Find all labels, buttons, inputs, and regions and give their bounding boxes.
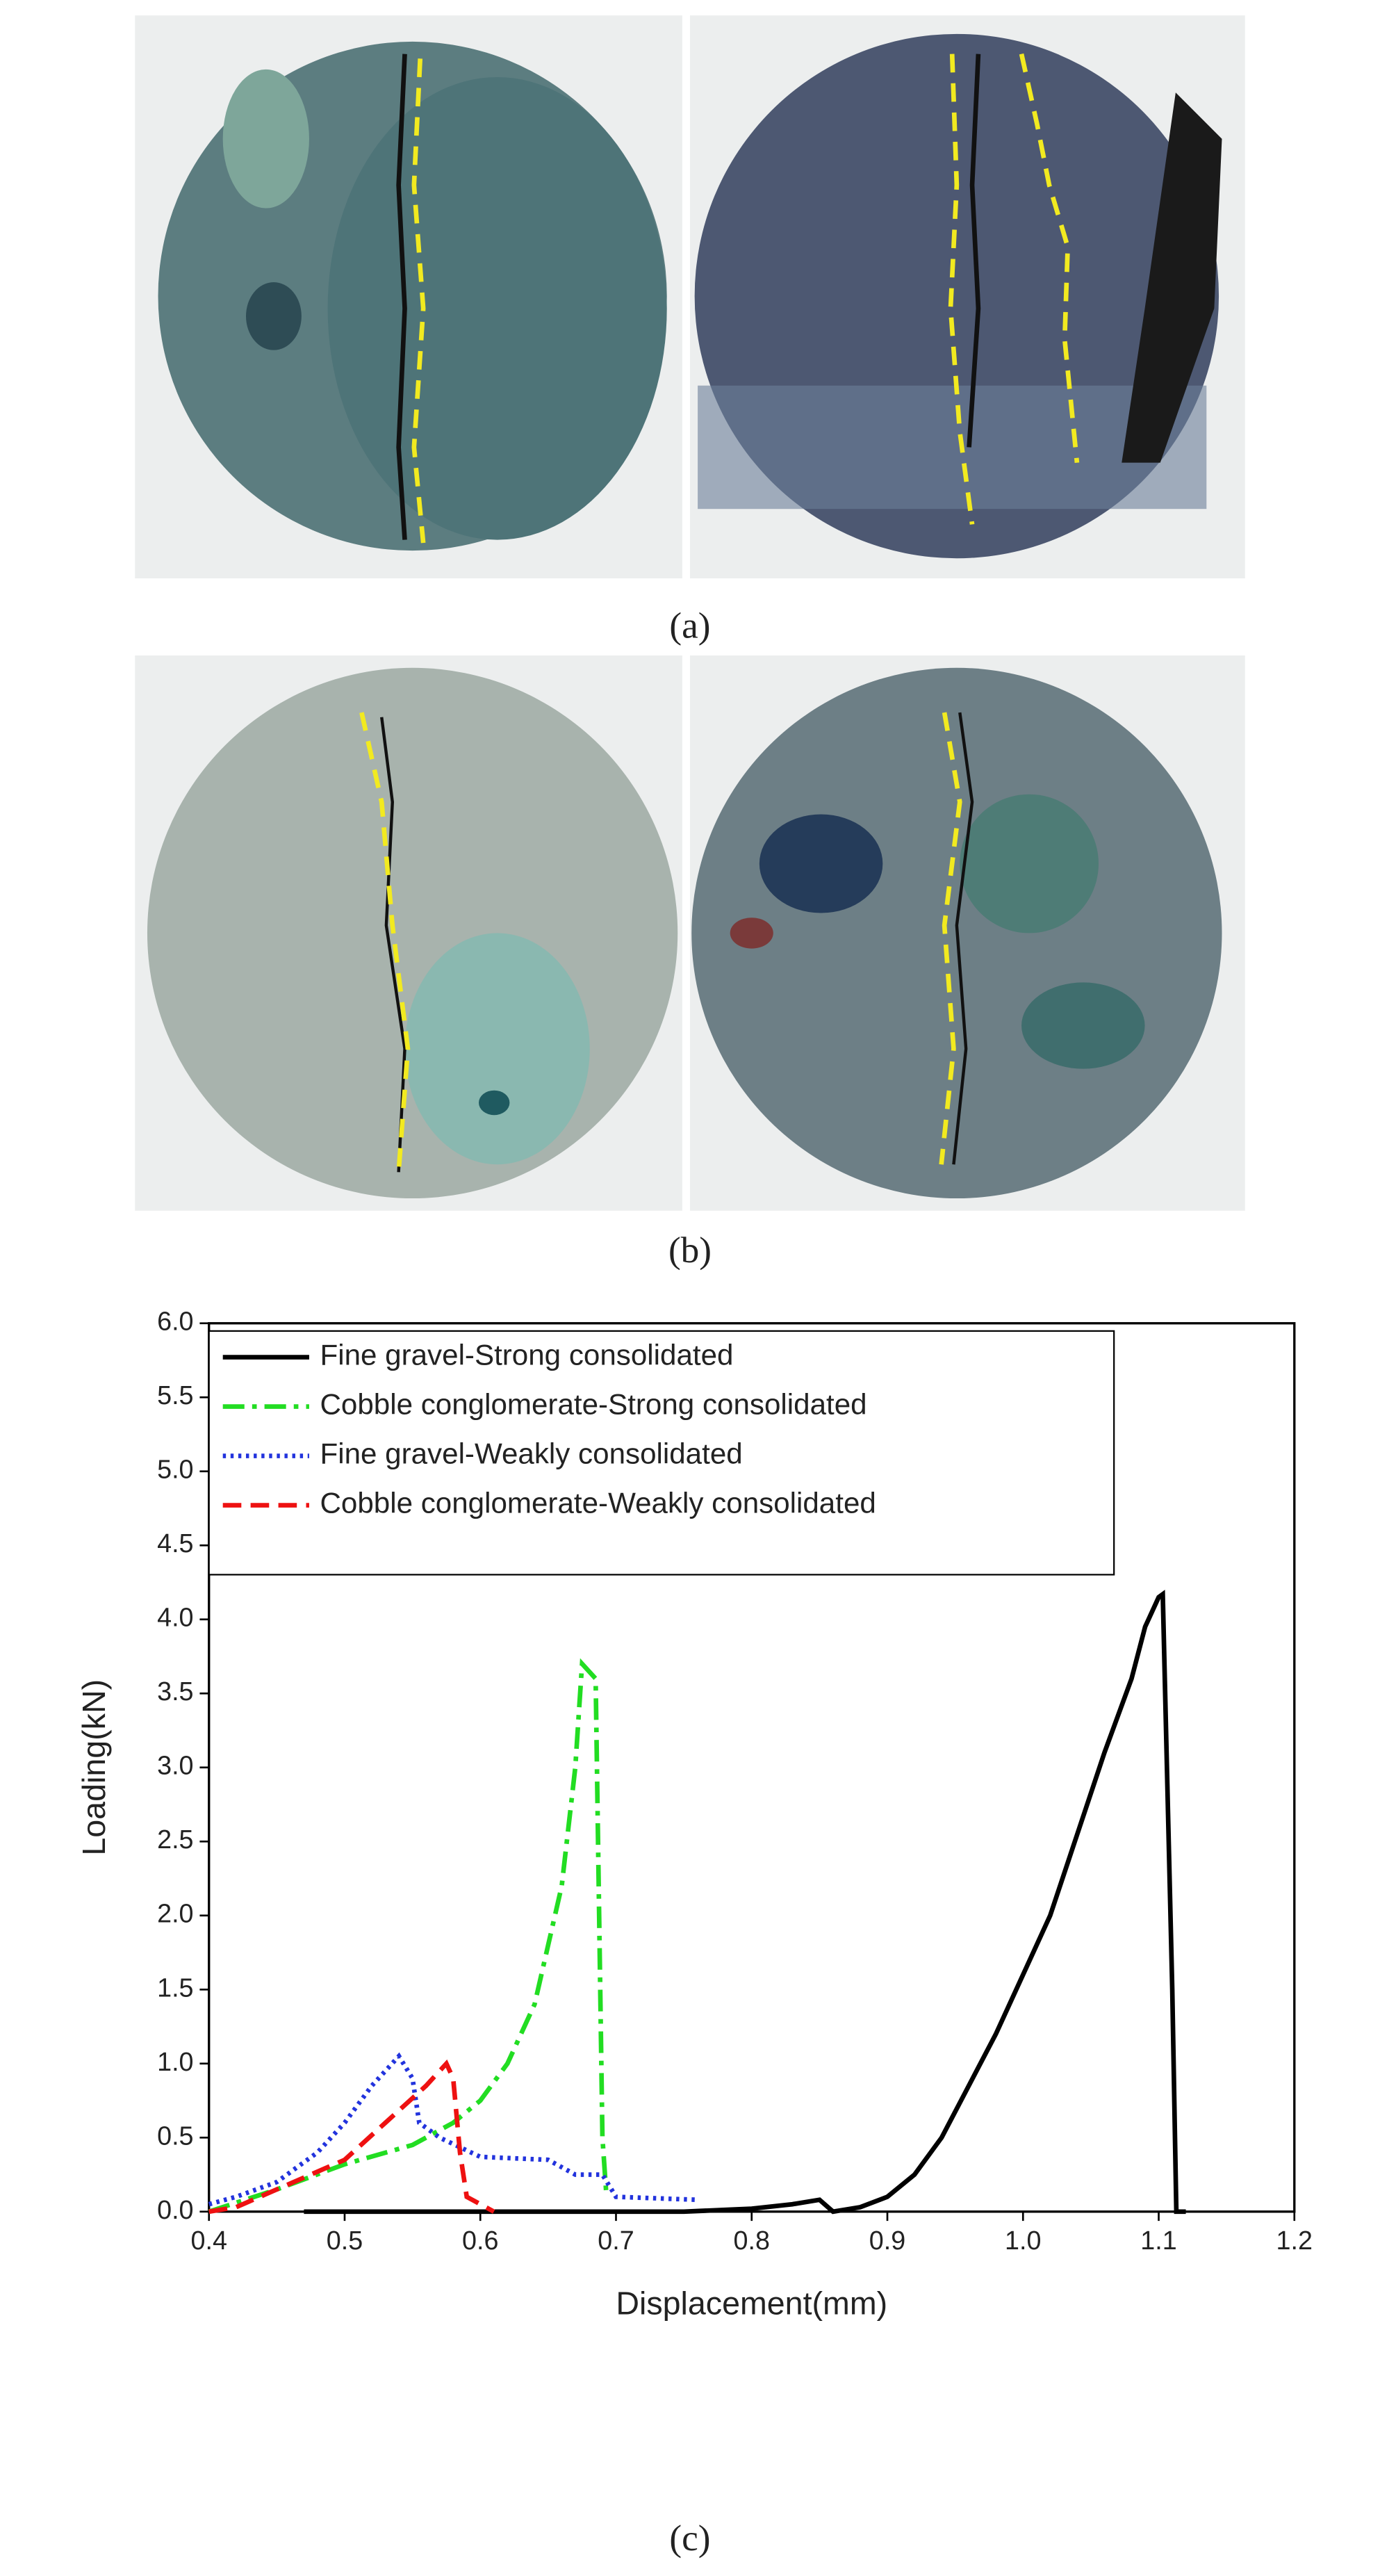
x-tick-label: 1.0 [1005,2226,1041,2255]
y-tick-label: 4.0 [157,1603,193,1632]
y-tick-label: 5.0 [157,1455,193,1484]
y-tick-label: 2.5 [157,1825,193,1854]
y-tick-label: 5.5 [157,1380,193,1410]
y-tick-label: 4.5 [157,1529,193,1558]
legend-label: Fine gravel-Weakly consolidated [320,1437,742,1470]
legend-label: Fine gravel-Strong consolidated [320,1339,733,1371]
y-axis-title: Loading(kN) [76,1679,112,1856]
panel-label: (b) [668,1230,712,1271]
x-tick-label: 0.4 [191,2226,227,2255]
photo-b [135,655,1245,1211]
series-line [304,1590,1186,2215]
legend-box [208,1330,1115,1576]
panel-label: (c) [669,2518,710,2559]
panel-label: (a) [669,605,710,646]
y-tick-label: 0.0 [157,2195,193,2224]
y-tick-label: 3.5 [157,1677,193,1706]
photo-a [135,15,1245,579]
y-tick-label: 2.0 [157,1899,193,1928]
legend-label: Cobble conglomerate-Weakly consolidated [320,1487,876,1519]
series-line [208,2052,698,2207]
y-tick-label: 6.0 [157,1307,193,1336]
series-line [208,1658,609,2214]
x-tick-label: 0.8 [734,2226,770,2255]
x-tick-label: 0.9 [869,2226,905,2255]
y-tick-label: 0.5 [157,2121,193,2150]
legend-label: Cobble conglomerate-Strong consolidated [320,1388,866,1421]
x-tick-label: 0.7 [598,2226,634,2255]
x-axis-title: Displacement(mm) [616,2285,887,2321]
series-line [208,2059,495,2215]
y-tick-label: 1.5 [157,1973,193,2002]
x-tick-label: 1.1 [1140,2226,1176,2255]
x-tick-label: 0.6 [462,2226,498,2255]
y-tick-label: 3.0 [157,1751,193,1780]
y-tick-label: 1.0 [157,2047,193,2076]
x-tick-label: 1.2 [1276,2226,1313,2255]
x-tick-label: 0.5 [327,2226,363,2255]
